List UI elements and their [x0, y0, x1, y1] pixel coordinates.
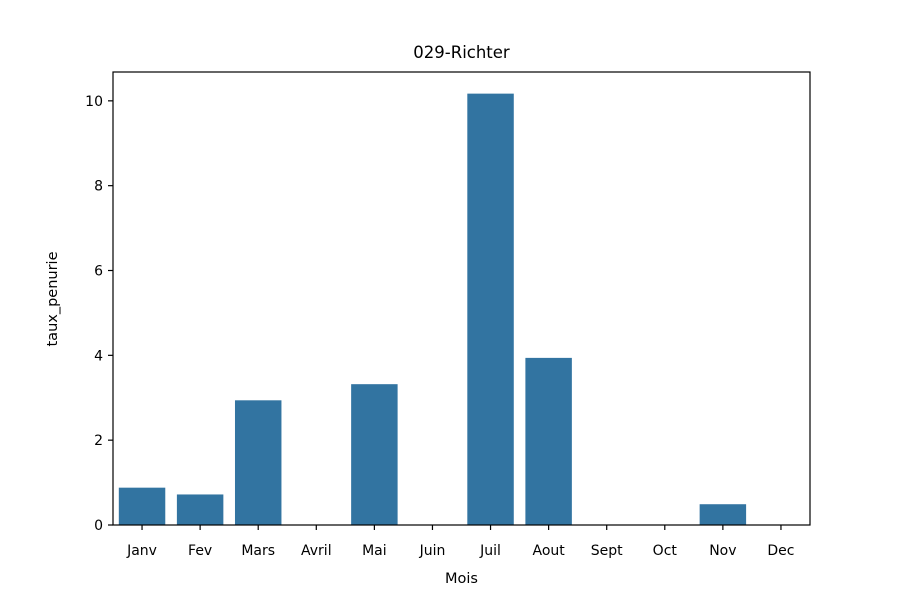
bar-aout — [525, 357, 572, 525]
y-tick-label: 4 — [94, 348, 103, 364]
chart-title: 029-Richter — [413, 43, 510, 62]
bar-fev — [176, 494, 224, 525]
bar-nov — [699, 504, 747, 525]
x-tick-label: Mai — [362, 543, 387, 559]
x-tick-label: Janv — [126, 543, 157, 559]
y-tick-label: 8 — [94, 179, 103, 195]
y-axis-label: taux_penurie — [45, 251, 61, 346]
bar-janv — [118, 487, 166, 525]
x-tick-label: Juin — [419, 543, 446, 559]
y-tick-label: 10 — [85, 94, 103, 110]
x-tick-label: Oct — [653, 543, 678, 559]
bar-juil — [467, 93, 514, 525]
bar-mars — [234, 400, 282, 525]
x-tick-label: Aout — [532, 543, 565, 559]
bar-mai — [351, 384, 398, 525]
x-tick-label: Nov — [709, 543, 736, 559]
axes-layer: Janv Fev Mars Avril Mai Juin Juil Aout Sept Oct No… — [85, 71, 811, 559]
x-tick-label: Sept — [591, 543, 623, 559]
x-axis-label: Mois — [445, 571, 478, 587]
x-tick-label: Avril — [301, 543, 332, 559]
y-tick-label: 6 — [94, 264, 103, 280]
x-tick-label: Mars — [241, 543, 275, 559]
x-tick-label: Fev — [188, 543, 212, 559]
y-tick-label: 0 — [94, 518, 103, 534]
x-tick-label: Juil — [479, 543, 501, 559]
bars-layer — [118, 93, 747, 525]
y-tick-label: 2 — [94, 433, 103, 449]
plot-frame — [112, 71, 811, 526]
x-tick-label: Dec — [767, 543, 794, 559]
